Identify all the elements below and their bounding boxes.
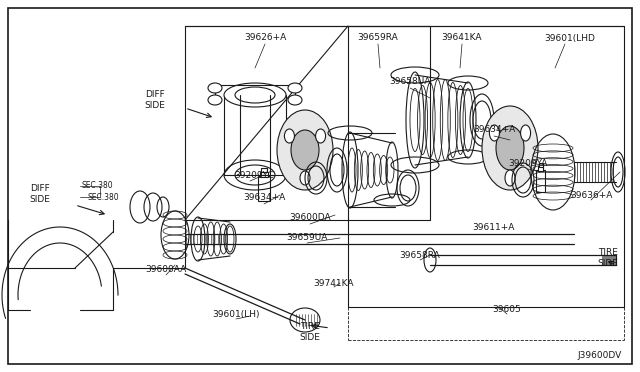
Ellipse shape: [490, 125, 499, 141]
Text: TIRE
SIDE: TIRE SIDE: [598, 248, 618, 268]
Text: 39641KA: 39641KA: [442, 33, 483, 42]
Text: 39601(LHD: 39601(LHD: [545, 33, 595, 42]
Text: 39634+A: 39634+A: [473, 125, 515, 135]
Bar: [258, 176, 270, 201]
Text: 39658UA: 39658UA: [389, 77, 431, 87]
Bar: [536, 170, 545, 192]
Bar: [539, 163, 543, 167]
Text: 39209YA: 39209YA: [508, 158, 548, 167]
Text: 39605: 39605: [493, 305, 522, 314]
Text: 39741KA: 39741KA: [314, 279, 355, 288]
Text: 39600DA: 39600DA: [289, 214, 331, 222]
Ellipse shape: [291, 130, 319, 170]
Bar: [538, 166, 543, 171]
Ellipse shape: [284, 129, 294, 143]
Text: 39601(LH): 39601(LH): [212, 311, 260, 320]
Text: 39659UA: 39659UA: [286, 232, 328, 241]
Bar: [260, 172, 268, 177]
Ellipse shape: [208, 95, 222, 105]
Text: DIFF
SIDE: DIFF SIDE: [29, 184, 51, 204]
Text: 39658RA: 39658RA: [399, 251, 440, 260]
Text: 39634+A: 39634+A: [243, 193, 285, 202]
Text: 39611+A: 39611+A: [472, 224, 514, 232]
Text: 39626+A: 39626+A: [244, 33, 286, 42]
Ellipse shape: [520, 125, 531, 141]
Ellipse shape: [224, 83, 286, 107]
Ellipse shape: [300, 171, 310, 185]
Ellipse shape: [288, 83, 302, 93]
Text: 39600AA: 39600AA: [145, 266, 187, 275]
Text: TIRE
SIDE: TIRE SIDE: [300, 322, 321, 342]
Text: DIFF
SIDE: DIFF SIDE: [145, 90, 165, 110]
Ellipse shape: [505, 170, 515, 186]
Text: 39659RA: 39659RA: [358, 33, 398, 42]
Bar: [261, 168, 267, 172]
Ellipse shape: [482, 106, 538, 190]
Ellipse shape: [235, 87, 275, 103]
Text: SEC.380: SEC.380: [81, 182, 113, 190]
Text: 39209YC: 39209YC: [234, 170, 274, 180]
Text: 39636+A: 39636+A: [570, 190, 612, 199]
Text: J39600DV: J39600DV: [578, 350, 622, 359]
Ellipse shape: [277, 110, 333, 190]
Ellipse shape: [316, 129, 326, 143]
Ellipse shape: [288, 95, 302, 105]
Ellipse shape: [208, 83, 222, 93]
Text: SEC.380: SEC.380: [87, 192, 119, 202]
Ellipse shape: [496, 126, 524, 170]
